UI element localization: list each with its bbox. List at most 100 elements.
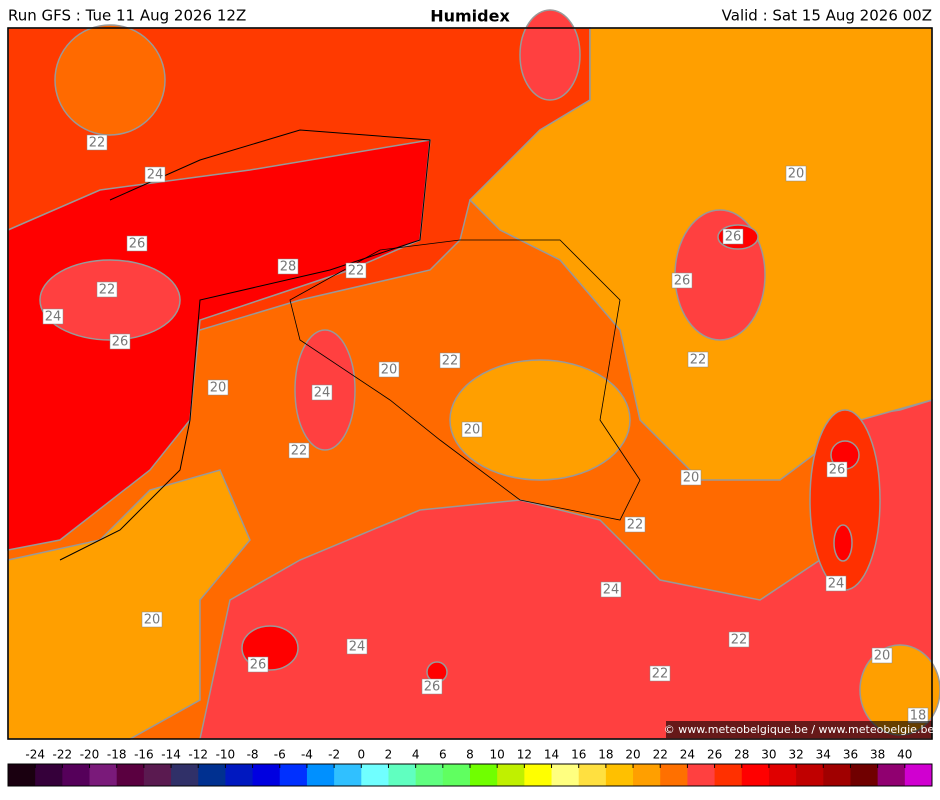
colorbar-swatch bbox=[35, 764, 63, 786]
valid-info: Valid : Sat 15 Aug 2026 00Z bbox=[722, 7, 932, 25]
contour-label-bg bbox=[109, 333, 131, 350]
colorbar-label: 20 bbox=[625, 748, 640, 762]
run-info: Run GFS : Tue 11 Aug 2026 12Z bbox=[8, 7, 246, 25]
contour-label-bg bbox=[346, 638, 368, 655]
colorbar-swatch bbox=[8, 764, 36, 786]
colorbar-label: -6 bbox=[274, 748, 286, 762]
colorbar-label: 34 bbox=[816, 748, 831, 762]
contour-label: 26 bbox=[112, 335, 129, 350]
contour-label-bg bbox=[421, 678, 443, 695]
contour-label: 28 bbox=[280, 260, 297, 275]
contour-label: 26 bbox=[674, 274, 691, 289]
colorbar-swatch bbox=[306, 764, 335, 786]
contour-label: 24 bbox=[349, 640, 366, 655]
colorbar-label: 14 bbox=[544, 748, 559, 762]
contour-label: 22 bbox=[89, 136, 106, 151]
colorbar-label: 36 bbox=[843, 748, 858, 762]
contour-label: 22 bbox=[291, 444, 308, 459]
contour-label-bg bbox=[378, 361, 400, 378]
colorbar-label: -2 bbox=[328, 748, 340, 762]
colorbar-label: 6 bbox=[439, 748, 447, 762]
contour-label-bg bbox=[277, 258, 299, 275]
colorbar-label: 2 bbox=[385, 748, 393, 762]
colorbar-label: 32 bbox=[788, 748, 803, 762]
colorbar-swatch bbox=[415, 764, 444, 786]
colorbar-swatch bbox=[89, 764, 118, 786]
colorbar-label: 30 bbox=[761, 748, 776, 762]
colorbar-swatch bbox=[578, 764, 607, 786]
zone bbox=[7, 139, 431, 551]
contour-label-bg bbox=[600, 581, 622, 598]
copyright: © www.meteobelgique.be / www.meteobelgie… bbox=[664, 723, 935, 736]
colorbar-label: 26 bbox=[707, 748, 722, 762]
colorbar-label: 12 bbox=[517, 748, 532, 762]
contour-label-bg bbox=[461, 421, 483, 438]
contour-label-bg bbox=[624, 516, 646, 533]
zone bbox=[833, 524, 853, 562]
colorbar-swatch bbox=[850, 764, 879, 786]
colorbar-swatch bbox=[198, 764, 226, 786]
colorbar-label: 8 bbox=[466, 748, 474, 762]
colorbar-label: -24 bbox=[25, 748, 45, 762]
colorbar-swatch bbox=[605, 764, 634, 786]
colorbar-swatch bbox=[470, 764, 498, 786]
contour-label: 20 bbox=[683, 471, 700, 486]
contour-label: 22 bbox=[348, 264, 365, 279]
colorbar-swatch bbox=[660, 764, 688, 786]
contour-label: 24 bbox=[147, 168, 164, 183]
colorbar-swatch bbox=[225, 764, 254, 786]
zone bbox=[519, 9, 581, 101]
colorbar-label: 18 bbox=[598, 748, 613, 762]
contour-label-bg bbox=[141, 611, 163, 628]
contour-label-bg bbox=[144, 166, 166, 183]
zone bbox=[39, 259, 181, 341]
contour-label: 22 bbox=[690, 353, 707, 368]
colorbar-label: -18 bbox=[107, 748, 127, 762]
contour-label: 24 bbox=[314, 386, 331, 401]
colorbar-swatch bbox=[741, 764, 770, 786]
colorbar-label: -20 bbox=[80, 748, 100, 762]
colorbar-swatch bbox=[768, 764, 797, 786]
contour-label-bg bbox=[871, 647, 893, 664]
contour-label-bg bbox=[247, 656, 269, 673]
colorbar-swatch bbox=[796, 764, 824, 786]
map-frame bbox=[7, 27, 933, 740]
contour-label: 26 bbox=[424, 680, 441, 695]
colorbar-swatch bbox=[116, 764, 145, 786]
contour-label: 26 bbox=[250, 658, 267, 673]
colorbar-swatch bbox=[388, 764, 417, 786]
contour-label-bg bbox=[288, 442, 310, 459]
colorbar-label: 40 bbox=[897, 748, 912, 762]
colorbar-swatch bbox=[714, 764, 743, 786]
contour-label: 20 bbox=[381, 363, 398, 378]
contour-labels: 22 24 26 28 22 22 24 26 20 24 20 22 22 20 20 26 26 22 20 26… bbox=[42, 134, 929, 724]
colorbar-swatch bbox=[687, 764, 716, 786]
colorbar-label: 4 bbox=[412, 748, 420, 762]
contour-label-bg bbox=[671, 272, 693, 289]
contour-label: 24 bbox=[603, 583, 620, 598]
contour-label: 20 bbox=[210, 381, 227, 396]
colorbar-label: 0 bbox=[357, 748, 365, 762]
contour-label: 24 bbox=[828, 577, 845, 592]
contour-label: 24 bbox=[45, 310, 62, 325]
colorbar-swatch bbox=[171, 764, 199, 786]
colorbar-label: 38 bbox=[870, 748, 885, 762]
contour-label: 20 bbox=[144, 613, 161, 628]
colorbar-swatch bbox=[904, 764, 933, 786]
contour-label-bg bbox=[649, 665, 671, 682]
colorbar-label: -10 bbox=[216, 748, 236, 762]
contour-label: 22 bbox=[99, 283, 116, 298]
contour-label-bg bbox=[126, 235, 148, 252]
contour-label-bg bbox=[687, 351, 709, 368]
contour-label-bg bbox=[728, 631, 750, 648]
contour-label-bg bbox=[42, 308, 64, 325]
coastline bbox=[59, 129, 431, 561]
colorbar-swatch bbox=[877, 764, 906, 786]
contour-label-bg bbox=[207, 379, 229, 396]
colorbar-swatch bbox=[524, 764, 553, 786]
contour-label-bg bbox=[86, 134, 108, 151]
colorbar-swatch bbox=[143, 764, 172, 786]
copyright-bg bbox=[666, 721, 932, 738]
